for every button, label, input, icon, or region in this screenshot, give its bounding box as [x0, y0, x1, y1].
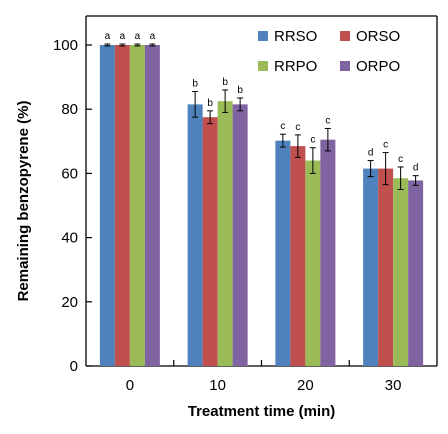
significance-label: d: [368, 148, 374, 159]
significance-label: d: [413, 163, 419, 174]
y-tick-label: 0: [70, 358, 78, 375]
legend-label: RRSO: [274, 28, 317, 45]
legend-label: ORSO: [356, 28, 400, 45]
bar: [275, 140, 291, 366]
significance-label: b: [222, 77, 228, 88]
significance-label: c: [398, 154, 403, 165]
bar: [363, 168, 379, 366]
x-tick-label: 20: [297, 377, 314, 394]
legend-label: ORPO: [356, 58, 400, 75]
significance-label: c: [383, 140, 388, 151]
legend: RRSO ORSO RRPO ORPO: [258, 28, 400, 75]
bar: [408, 180, 424, 366]
legend-swatch: [340, 61, 350, 71]
legend-swatch: [258, 31, 268, 41]
significance-label: a: [105, 31, 111, 42]
bar: [202, 117, 218, 366]
bar: [320, 139, 336, 366]
significance-label: c: [325, 115, 330, 126]
bar: [99, 45, 115, 366]
significance-label: c: [280, 121, 285, 132]
x-tick-label: 0: [126, 377, 134, 394]
bar: [187, 104, 203, 366]
bar: [393, 178, 409, 366]
legend-swatch: [340, 31, 350, 41]
bar: [378, 168, 394, 366]
y-tick-label: 80: [61, 101, 78, 118]
legend-label: RRPO: [274, 58, 317, 75]
y-tick-label: 20: [61, 294, 78, 311]
bar: [114, 45, 130, 366]
significance-label: b: [237, 85, 243, 96]
bar: [290, 146, 306, 366]
significance-label: b: [192, 79, 198, 90]
y-axis-title: Remaining benzopyrene (%): [15, 101, 32, 302]
x-axis-title: Treatment time (min): [188, 403, 336, 420]
x-tick-label: 10: [209, 377, 226, 394]
bar: [144, 45, 160, 366]
significance-label: c: [295, 122, 300, 133]
significance-label: a: [135, 31, 141, 42]
bar: [129, 45, 145, 366]
x-tick-label: 30: [385, 377, 402, 394]
y-tick-label: 100: [53, 37, 78, 54]
y-tick-label: 40: [61, 230, 78, 247]
significance-label: a: [120, 31, 126, 42]
legend-swatch: [258, 61, 268, 71]
bar: [232, 104, 248, 366]
significance-label: b: [207, 98, 213, 109]
bar: [305, 160, 321, 366]
bar: [217, 101, 233, 367]
significance-label: a: [150, 31, 156, 42]
significance-label: c: [310, 135, 315, 146]
y-tick-label: 60: [61, 165, 78, 182]
